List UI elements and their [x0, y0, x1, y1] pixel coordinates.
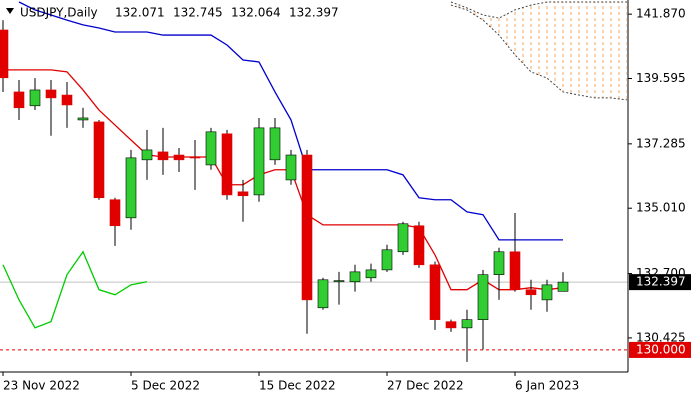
candle-body: [253, 127, 265, 196]
candle-body: [77, 117, 89, 121]
x-tick-label: 5 Dec 2022: [131, 379, 200, 393]
candle-body: [205, 131, 217, 166]
candle-body: [541, 284, 553, 301]
plot-area: [0, 1, 628, 362]
candle-body: [173, 154, 185, 161]
x-tick-label: 6 Jan 2023: [515, 379, 579, 393]
price-label-box: [629, 274, 691, 291]
axes: 141.870139.595137.285135.010132.700130.4…: [0, 0, 691, 393]
candle-body: [93, 121, 105, 199]
candle-body: [317, 279, 329, 309]
candle-body: [461, 319, 473, 329]
candle-body: [269, 127, 281, 161]
candle-body: [333, 280, 345, 283]
candle-body: [125, 157, 137, 219]
candle-body: [301, 154, 313, 301]
x-tick-label: 27 Dec 2022: [387, 379, 464, 393]
x-tick-label: 15 Dec 2022: [259, 379, 336, 393]
y-tick-label: 139.595: [636, 71, 686, 85]
ohlc-value: 132.397: [289, 6, 339, 20]
header: USDJPY,Daily 132.071 132.745 132.064 132…: [6, 6, 339, 20]
symbol: USDJPY,Daily: [20, 6, 98, 20]
candle-body: [29, 89, 41, 107]
alert-label: 130.000: [636, 342, 686, 356]
candle-body: [349, 271, 361, 283]
x-tick-label: 23 Nov 2022: [3, 379, 80, 393]
candle-body: [477, 274, 489, 320]
candle-body: [141, 149, 153, 161]
indicator-line: [450, 4, 628, 101]
alert-label-box: [629, 341, 691, 358]
ohlc-value: 132.064: [231, 6, 281, 20]
candle-body: [397, 223, 409, 253]
candle-body: [285, 154, 297, 181]
candle-body: [0, 29, 9, 79]
candle-body: [189, 156, 201, 159]
candle-body: [413, 225, 425, 266]
y-tick-label: 130.425: [636, 330, 686, 344]
indicator-line: [2, 250, 148, 329]
y-tick-label: 137.285: [636, 136, 686, 150]
ohlc-value: 132.745: [173, 6, 223, 20]
indicator-line: [18, 1, 563, 241]
menu-triangle: [6, 8, 14, 14]
candle-body: [493, 251, 505, 275]
candle-body: [509, 251, 521, 290]
cloud-fill: [451, 1, 627, 100]
candle-body: [61, 94, 73, 106]
candle-body: [381, 249, 393, 271]
candle-body: [365, 269, 377, 279]
candle-body: [557, 281, 569, 292]
candle-body: [109, 199, 121, 227]
y-tick-label: 141.870: [636, 7, 686, 21]
candle-body: [45, 89, 57, 99]
price-label: 132.397: [636, 275, 686, 289]
indicator-line: [3, 69, 564, 291]
candle-body: [525, 289, 537, 296]
candle-body: [221, 133, 233, 196]
candle-body: [13, 91, 25, 109]
y-tick-label: 135.010: [636, 201, 686, 215]
candle-body: [445, 321, 457, 329]
indicator-line: [450, 1, 627, 19]
ohlc-value: 132.071: [115, 6, 165, 20]
candle-body: [157, 151, 169, 161]
candle-body: [237, 191, 249, 197]
candle-body: [429, 264, 441, 320]
